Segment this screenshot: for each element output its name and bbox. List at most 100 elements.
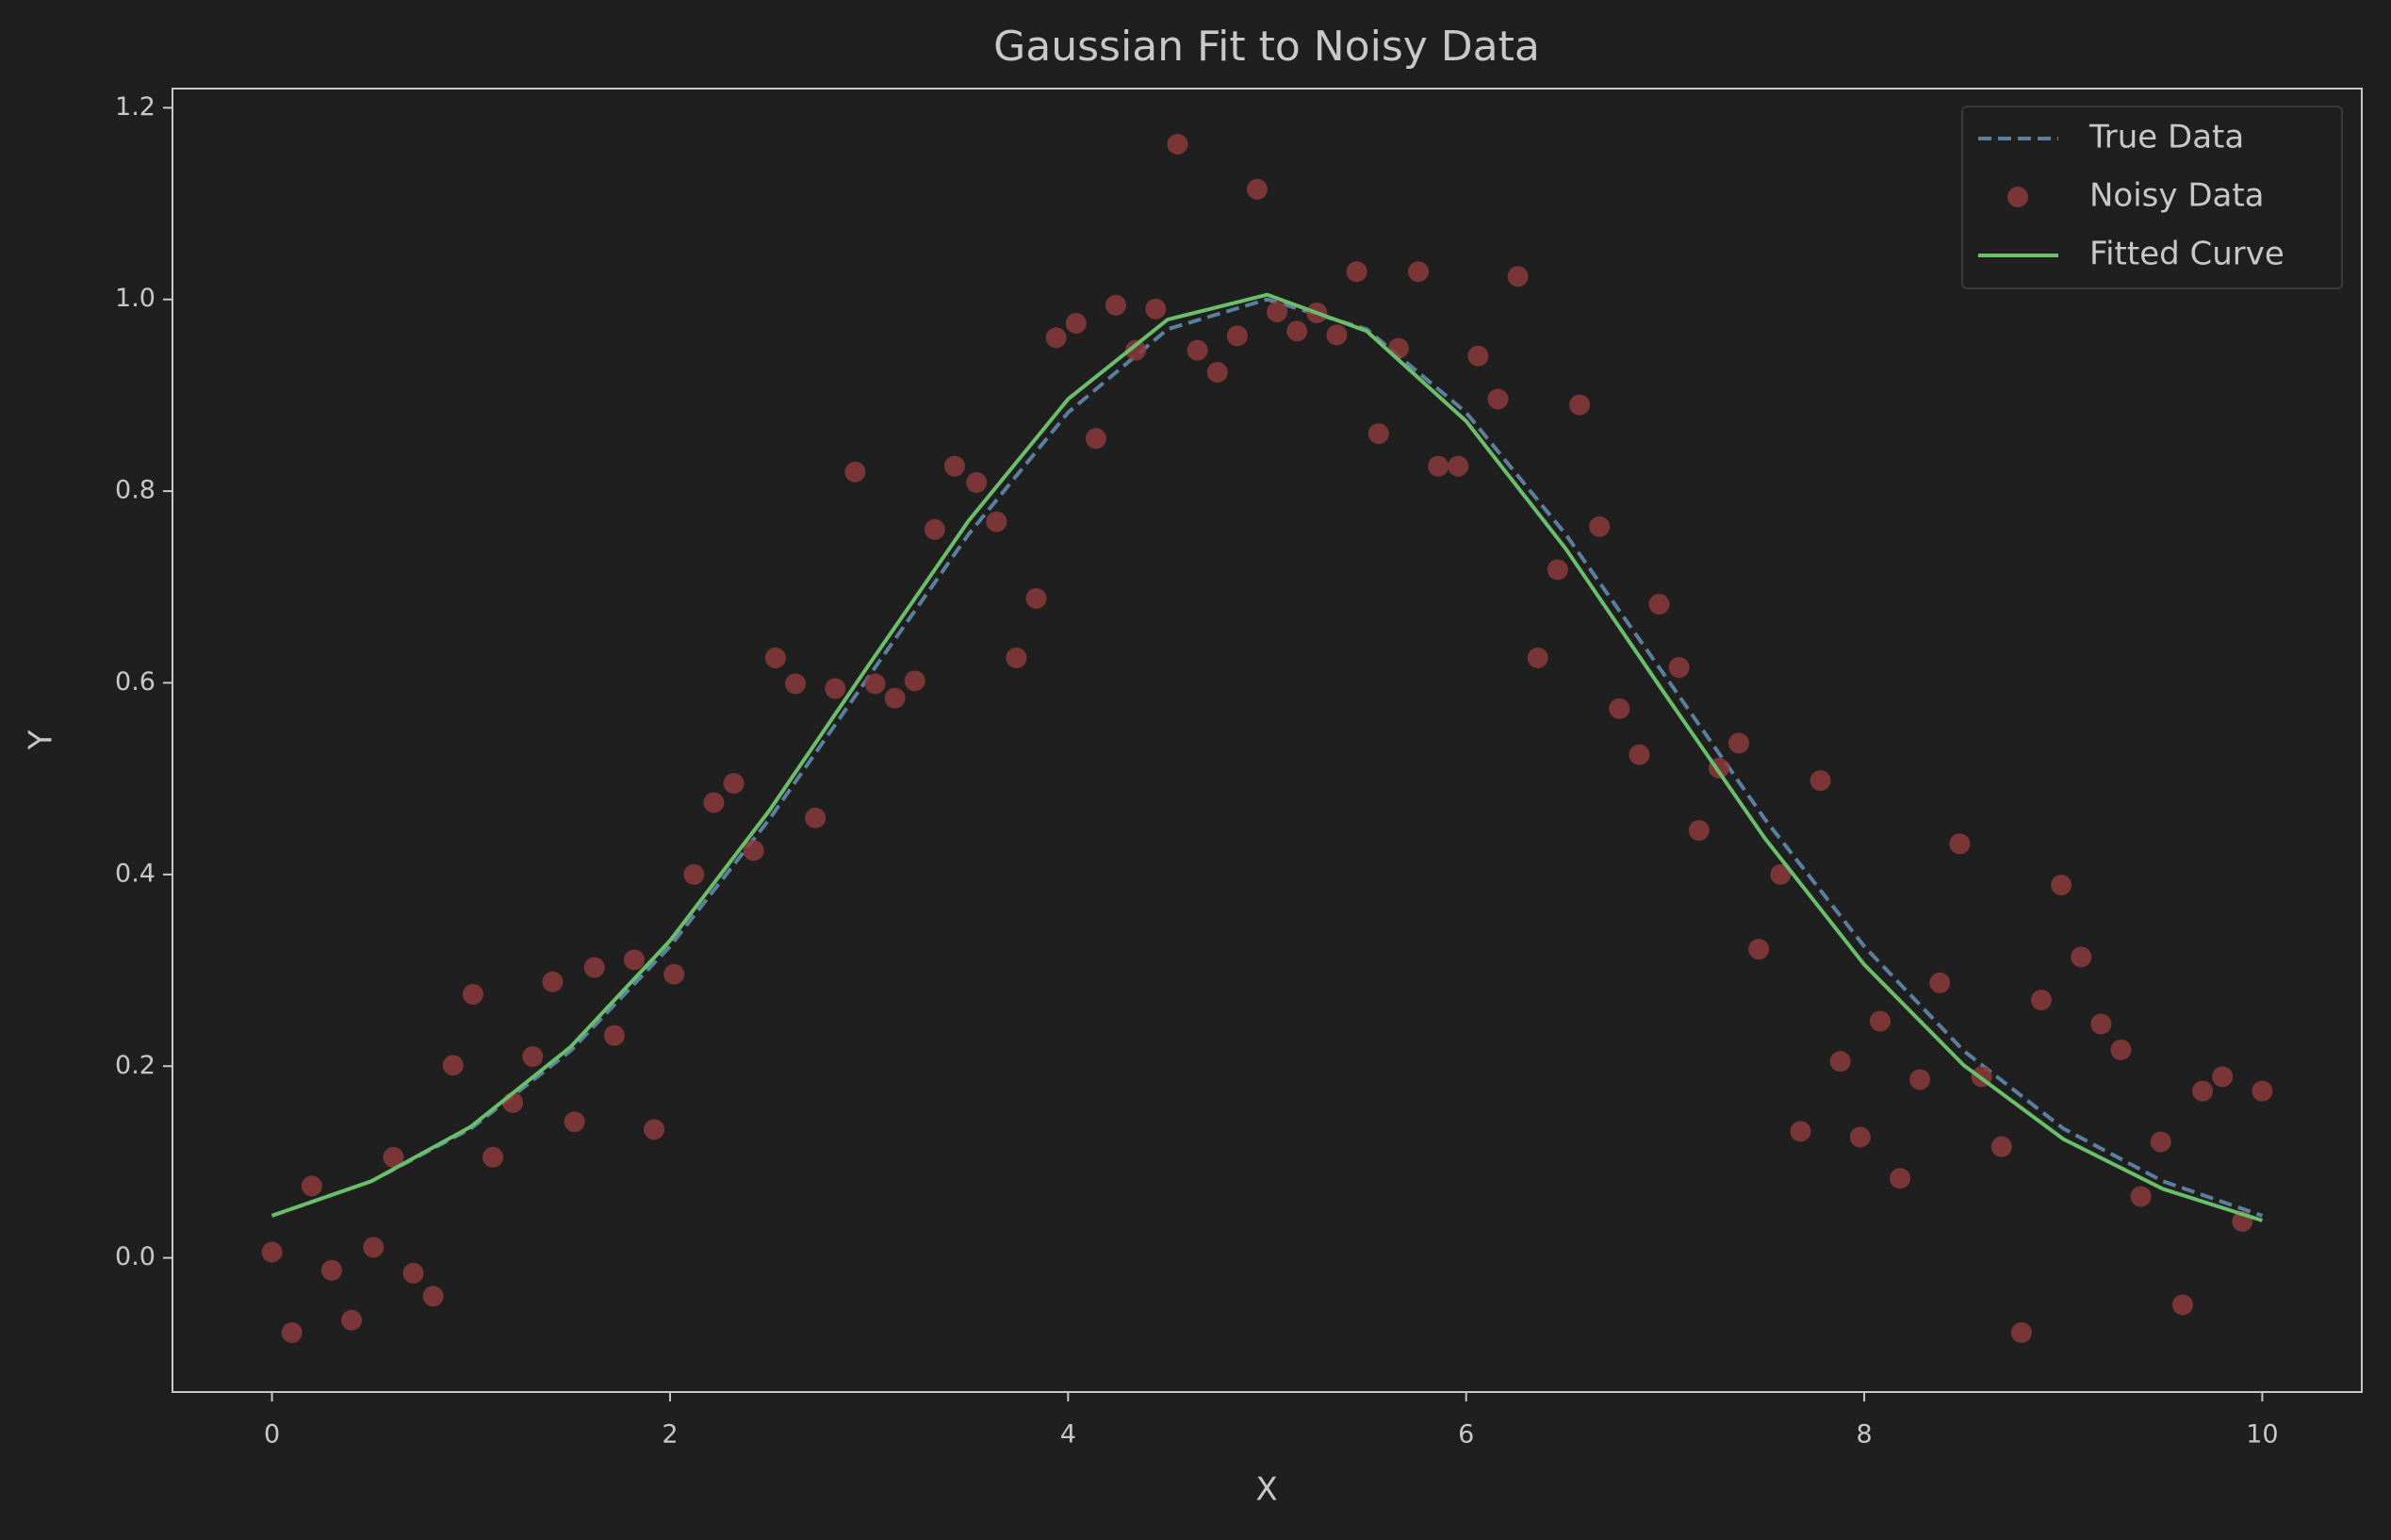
data-point	[1770, 863, 1792, 885]
data-point	[1790, 1121, 1811, 1142]
data-point	[281, 1321, 303, 1343]
data-point	[2110, 1039, 2132, 1060]
x-tick-label: 6	[1458, 1420, 1474, 1450]
data-point	[743, 840, 764, 861]
data-point	[1829, 1051, 1851, 1073]
data-point	[1006, 647, 1027, 669]
data-point	[1085, 428, 1106, 450]
data-point	[2030, 990, 2052, 1011]
data-point	[1589, 516, 1611, 537]
y-tick-label: 0.0	[115, 1242, 156, 1271]
data-point	[1890, 1168, 1911, 1189]
x-tick-label: 0	[264, 1420, 280, 1450]
x-tick-label: 2	[662, 1420, 678, 1450]
legend-label: Fitted Curve	[2089, 236, 2285, 273]
y-tick-label: 0.2	[115, 1051, 156, 1080]
data-point	[663, 963, 685, 985]
data-point	[341, 1309, 363, 1331]
data-point	[2051, 875, 2072, 896]
data-point	[1688, 820, 1710, 842]
data-point	[1025, 587, 1047, 609]
data-point	[1467, 345, 1489, 367]
data-point	[1065, 313, 1087, 335]
data-point	[764, 647, 786, 669]
data-point	[1448, 455, 1469, 477]
data-point	[2010, 1321, 2032, 1343]
data-point	[564, 1111, 585, 1133]
data-point	[1145, 298, 1167, 319]
data-point	[825, 678, 846, 699]
data-point	[723, 773, 745, 795]
data-point	[462, 983, 483, 1005]
data-point	[1869, 1010, 1891, 1032]
data-point	[402, 1262, 424, 1284]
data-point	[1990, 1136, 2012, 1157]
data-point	[2171, 1294, 2193, 1316]
series-line	[270, 292, 2264, 1222]
data-point	[1668, 657, 1690, 679]
data-point	[1507, 266, 1529, 287]
data-point	[644, 1119, 665, 1140]
data-point	[1547, 559, 1568, 581]
data-point	[844, 461, 866, 483]
data-point	[422, 1286, 444, 1307]
data-point	[1367, 423, 1389, 445]
data-point	[1125, 339, 1147, 361]
x-tick-label: 8	[1856, 1420, 1872, 1450]
y-tick-label: 0.8	[115, 476, 156, 505]
data-point	[943, 455, 965, 477]
data-point	[1810, 770, 1831, 792]
data-point	[1609, 697, 1630, 719]
data-point	[1326, 324, 1348, 346]
y-axis-label: Y	[23, 729, 60, 750]
data-point	[1167, 133, 1188, 155]
data-point	[2150, 1131, 2171, 1153]
data-point	[1527, 647, 1548, 669]
x-tick-label: 10	[2246, 1420, 2278, 1450]
data-point	[2071, 946, 2092, 968]
data-point	[383, 1146, 404, 1168]
data-point	[2252, 1080, 2273, 1102]
data-point	[805, 807, 827, 828]
data-point	[1629, 744, 1650, 765]
legend-marker	[2007, 187, 2028, 207]
data-point	[884, 687, 906, 709]
data-point	[363, 1237, 385, 1258]
data-point	[1929, 972, 1951, 993]
data-point	[483, 1146, 504, 1168]
data-point	[1226, 325, 1248, 347]
data-point	[1569, 394, 1591, 416]
data-point	[2130, 1186, 2152, 1207]
data-point	[1909, 1069, 1931, 1090]
data-point	[583, 957, 605, 978]
data-point	[683, 863, 705, 885]
chart-title: Gaussian Fit to Noisy Data	[993, 23, 1540, 71]
data-point	[864, 673, 886, 695]
data-point	[301, 1175, 322, 1197]
data-point	[2192, 1080, 2214, 1102]
series-line	[270, 297, 2264, 1218]
data-point	[261, 1241, 283, 1263]
data-point	[1849, 1126, 1871, 1148]
x-tick-label: 4	[1060, 1420, 1076, 1450]
legend-label: True Data	[2088, 119, 2244, 156]
data-point	[623, 949, 645, 971]
data-point	[904, 670, 925, 692]
y-tick-label: 1.2	[115, 92, 156, 122]
legend-label: Noisy Data	[2089, 177, 2265, 215]
data-point	[1428, 455, 1449, 477]
data-point	[966, 471, 988, 493]
data-point	[320, 1259, 342, 1281]
data-point	[703, 792, 725, 813]
data-point	[522, 1046, 544, 1068]
data-point	[1949, 833, 1971, 855]
data-point	[1246, 178, 1268, 200]
data-point	[1206, 362, 1228, 384]
data-point	[1487, 388, 1509, 410]
data-point	[1187, 339, 1208, 361]
data-point	[1105, 294, 1127, 316]
y-tick-label: 1.0	[115, 284, 156, 313]
plot-frame	[172, 88, 2363, 1393]
legend-box	[1961, 106, 2343, 289]
